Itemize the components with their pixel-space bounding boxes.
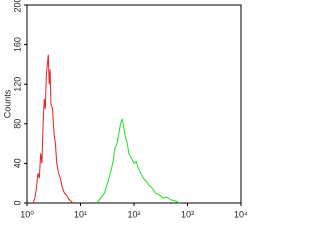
x-tick-label: 10³ [181,209,194,219]
y-tick-label: 40 [12,158,22,168]
y-tick-label: 200 [12,0,22,13]
series-line [32,54,74,204]
x-tick-label: 10⁴ [234,209,248,219]
x-tick-label: 10¹ [74,209,87,219]
y-axis-label: Counts [2,89,12,118]
y-tick-label: 0 [12,200,22,205]
x-tick-label: 10² [127,209,140,219]
series-line [96,118,180,204]
y-tick-label: 160 [12,37,22,52]
y-tick-label: 80 [12,119,22,129]
chart: Counts 0 40 80 120 160 200 10⁰ 10¹ 10² 10³ 10⁴ [2,0,248,219]
y-tick-label: 120 [12,77,22,92]
x-tick-label: 10⁰ [20,209,34,219]
